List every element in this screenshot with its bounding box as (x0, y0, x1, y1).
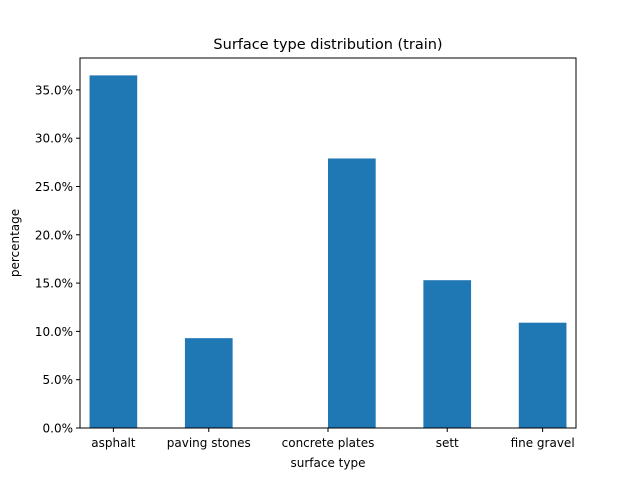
bar-4 (518, 322, 567, 428)
y-axis-label: percentage (8, 209, 22, 277)
chart-title: Surface type distribution (train) (213, 37, 442, 53)
bar-1 (184, 338, 233, 428)
x-tick-label-4: fine gravel (511, 436, 575, 450)
bars-group (89, 75, 567, 428)
y-tick-label-4: 20.0% (35, 228, 73, 242)
y-tick-label-0: 0.0% (43, 422, 74, 436)
y-tick-label-5: 25.0% (35, 180, 73, 194)
y-tick-label-3: 15.0% (35, 277, 73, 291)
x-axis-label: surface type (291, 456, 366, 470)
bar-3 (423, 280, 472, 428)
x-tick-label-0: asphalt (91, 436, 136, 450)
x-tick-label-3: sett (436, 436, 459, 450)
y-tick-label-6: 30.0% (35, 132, 73, 146)
y-tick-label-2: 10.0% (35, 325, 73, 339)
x-axis: asphalt paving stones concrete plates sett f… (91, 428, 575, 450)
y-tick-label-7: 35.0% (35, 83, 73, 97)
y-axis: 0.0% 5.0% 10.0% 15.0% 20.0% 25.0% 30.0% 35.0% (35, 83, 80, 436)
x-tick-label-1: paving stones (167, 436, 251, 450)
bar-0 (89, 75, 138, 428)
bar-2 (328, 158, 376, 428)
y-tick-label-1: 5.0% (43, 373, 74, 387)
x-tick-label-2: concrete plates (282, 436, 375, 450)
